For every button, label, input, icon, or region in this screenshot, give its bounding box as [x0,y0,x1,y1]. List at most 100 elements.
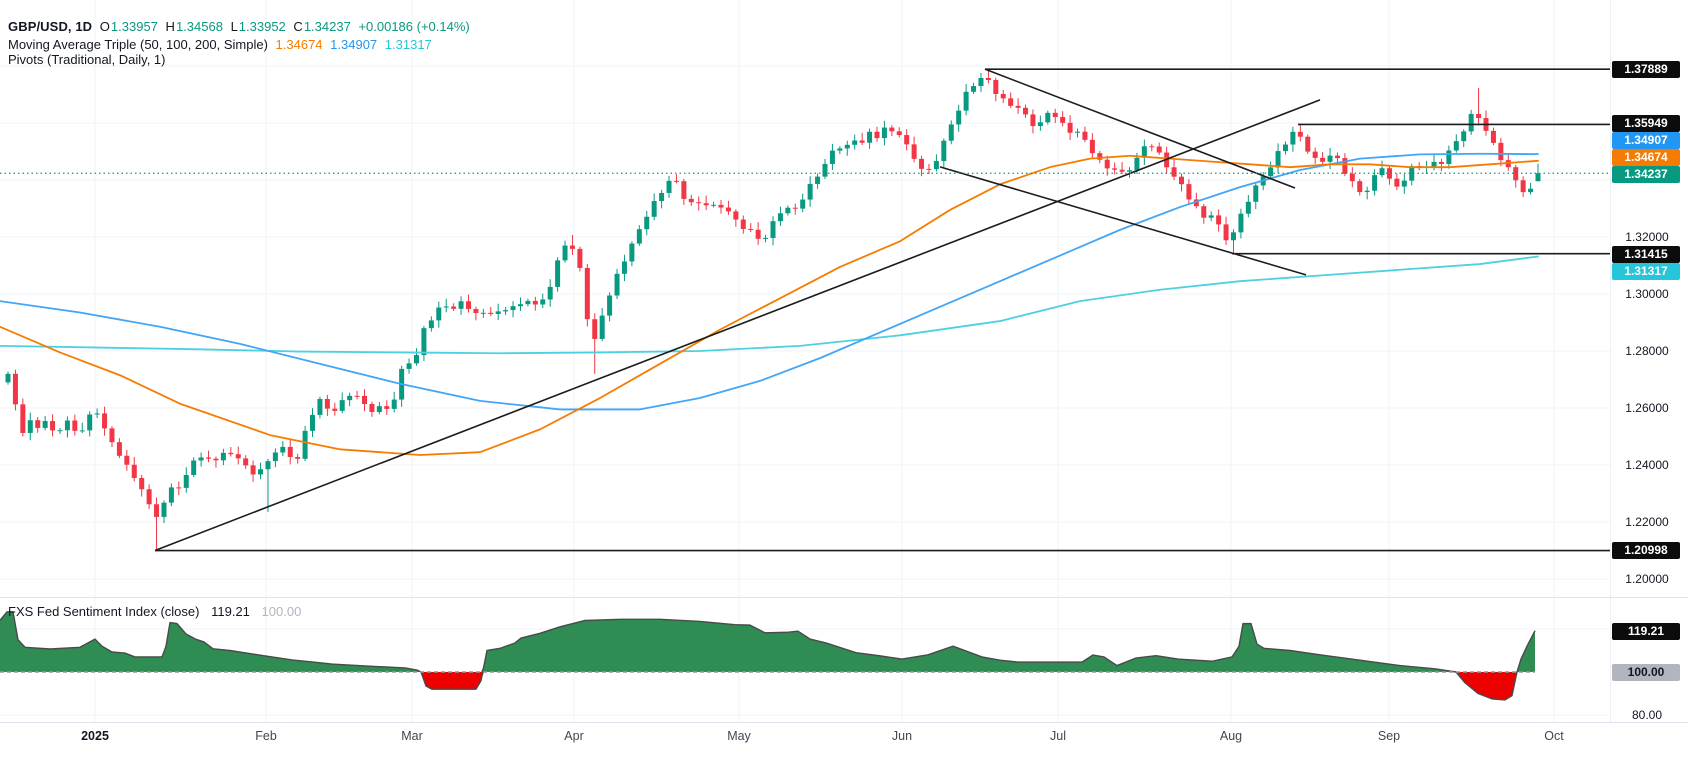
time-axis-label: Aug [1219,729,1243,743]
candle-up [807,183,813,200]
candle-down [369,403,375,412]
sentiment-indicator-title[interactable]: FXS Fed Sentiment Index (close) [8,604,200,619]
candle-down [384,406,390,409]
candle-up [844,144,850,149]
candle-down [1000,93,1006,99]
time-axis-label: Oct [1544,729,1564,743]
candle-up [599,315,605,339]
candle-down [1201,206,1207,218]
candle-up [517,304,523,307]
price-tick-label: 1.22000 [1625,515,1669,529]
open-label: O [99,19,110,34]
candle-down [1097,153,1103,160]
candle-down [926,168,932,170]
time-axis-label: Sep [1377,729,1401,743]
candle-up [978,77,984,87]
candle-down [1476,113,1482,119]
candle-up [829,150,835,164]
ma200-value: 1.31317 [384,37,432,52]
candle-up [436,307,442,321]
candle-up [220,452,226,461]
candle-up [785,207,791,214]
candle-down [139,478,145,490]
symbol-title[interactable]: GBP/USD, 1D [8,19,93,34]
candle-down [1520,180,1526,193]
candle-down [12,373,18,405]
candle-down [1334,155,1340,159]
descending-trendline-2 [939,166,1307,276]
high-value: 1.34568 [175,19,223,34]
candle-down [206,457,212,459]
ma100-line [0,152,1539,411]
candle-down [1178,176,1184,185]
candle-down [755,229,761,239]
ascending-trendline [154,99,1321,552]
candle-up [480,312,486,314]
candle-down [1438,161,1444,164]
candle-up [1290,131,1296,145]
descending-trendline-1 [984,68,1296,189]
candle-up [852,140,858,145]
candle-down [131,464,137,479]
sentiment-tick-label: 80.00 [1631,708,1663,722]
candle-down [532,300,538,305]
candle-up [510,306,516,311]
time-axis-label: May [727,729,751,743]
candle-down [889,127,895,132]
ma-indicator-title[interactable]: Moving Average Triple (50, 100, 200, Sim… [8,37,268,52]
sentiment-legend-row[interactable]: FXS Fed Sentiment Index (close) 119.21 1… [8,604,301,619]
candle-up [265,461,271,470]
price-callout-label: 1.31415 [1612,245,1680,263]
candle-down [72,420,78,431]
candle-up [1253,185,1259,202]
candle-up [1245,201,1251,214]
candle-down [324,398,330,409]
close-value: 1.34237 [303,19,351,34]
candle-down [1030,114,1036,127]
candle-up [87,414,93,431]
pivots-indicator-title[interactable]: Pivots (Traditional, Daily, 1) [8,52,166,67]
candle-down [1498,142,1504,161]
candle-down [740,219,746,229]
candle-up [258,469,264,475]
candle-down [1394,178,1400,187]
legend-row-pivots[interactable]: Pivots (Traditional, Daily, 1) [8,52,170,67]
legend-row-moving-average[interactable]: Moving Average Triple (50, 100, 200, Sim… [8,37,436,52]
candle-down [584,267,590,320]
candle-down [1082,131,1088,140]
candle-down [1119,169,1125,172]
candle-down [362,395,368,404]
candle-down [919,158,925,169]
candle-up [376,406,382,412]
candle-down [1193,199,1199,207]
candle-down [354,395,360,397]
candle-down [748,228,754,230]
candle-down [1104,159,1110,169]
sentiment-value: 119.21 [211,604,250,619]
open-value: 1.33957 [110,19,158,34]
candle-down [985,77,991,80]
price-tick-label: 1.26000 [1625,401,1669,415]
price-tick-label: 1.28000 [1625,344,1669,358]
pane-divider[interactable] [0,597,1688,598]
candle-down [109,428,115,443]
time-axis-label: 2025 [81,729,109,743]
candle-down [896,131,902,136]
candle-up [659,192,665,202]
candle-up [1453,141,1459,151]
candle-up [1468,113,1474,132]
candle-up [198,457,204,461]
candle-down [35,420,41,428]
candle-down [1089,139,1095,154]
candle-up [547,286,553,300]
candle-down [1171,167,1177,177]
candle-up [1528,188,1534,193]
time-axis-label: Apr [564,729,584,743]
candle-down [213,458,219,461]
candle-down [688,198,694,203]
legend-row-symbol[interactable]: GBP/USD, 1D O1.33957 H1.34568 L1.33952 C… [8,19,474,34]
candle-down [250,465,256,475]
price-callout-label: 100.00 [1612,663,1680,681]
candle-down [1357,181,1363,193]
